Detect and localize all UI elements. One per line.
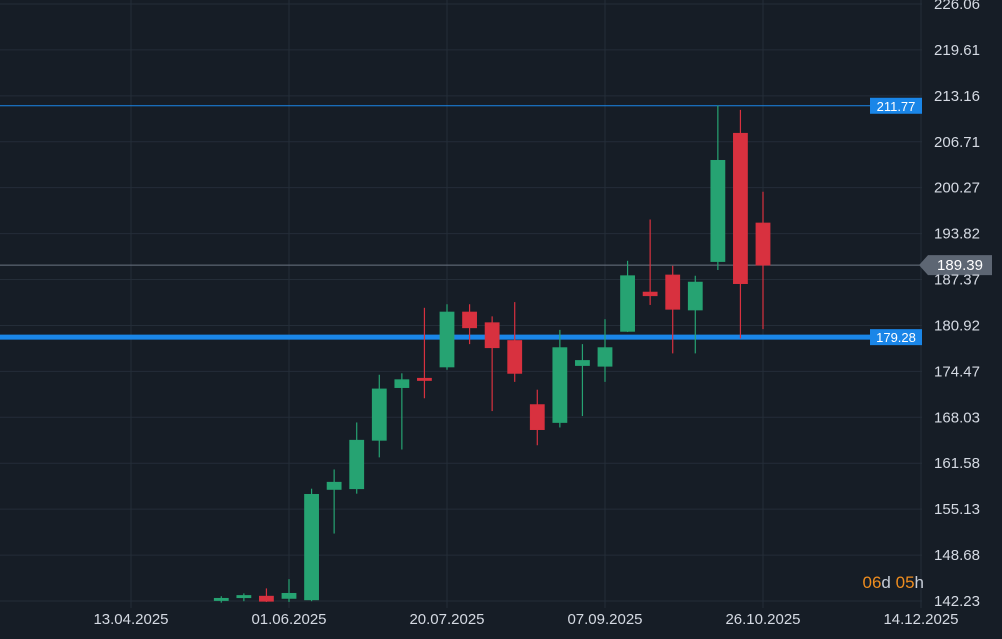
candle-body [755, 222, 771, 266]
y-tick-label: 161.58 [934, 455, 980, 472]
candle-body [507, 340, 523, 374]
current-price-tag-bg [919, 255, 992, 276]
candle-body [394, 379, 410, 388]
candle-body [462, 311, 477, 329]
y-tick-label: 193.82 [934, 226, 980, 243]
grid [0, 0, 922, 608]
countdown-hours-value: 05 [895, 573, 915, 592]
x-tick-label: 13.04.2025 [93, 611, 168, 628]
candles [213, 105, 771, 603]
candle-body [733, 132, 748, 284]
candle-body [349, 439, 365, 490]
y-tick-label: 200.27 [934, 180, 980, 197]
y-tick-label: 180.92 [934, 317, 980, 334]
high-price-tag-text: 211.77 [877, 99, 916, 114]
high-price-tag-bg [870, 97, 922, 114]
x-tick-label: 14.12.2025 [883, 611, 958, 628]
candle-body [281, 592, 297, 599]
candle-body [371, 388, 387, 441]
y-tick-label: 226.06 [934, 0, 980, 13]
support-price-tag-bg [870, 329, 922, 346]
x-tick-label: 07.09.2025 [567, 611, 642, 628]
candle-body [710, 159, 726, 262]
support-price-tag: 179.28 [870, 329, 922, 346]
candle-body [304, 493, 319, 601]
candle-body [259, 595, 274, 602]
countdown-hours-unit: h [914, 573, 924, 592]
y-tick-label: 187.37 [934, 272, 980, 289]
candle-body [236, 595, 252, 599]
countdown-days-value: 06 [862, 573, 882, 592]
candle-body [529, 404, 545, 430]
x-tick-label: 01.06.2025 [251, 611, 326, 628]
candle-body [642, 291, 658, 297]
high-price-tag: 211.77 [870, 97, 922, 114]
candle-body [484, 322, 500, 349]
candle-body [597, 347, 613, 367]
price-labels: 211.77 179.28 189.39 [870, 97, 992, 346]
y-tick-label: 213.16 [934, 88, 980, 105]
candle-body [687, 281, 703, 311]
candle-body [575, 360, 590, 366]
candle-body [213, 597, 229, 601]
current-price-tag-text: 189.39 [937, 257, 983, 274]
candle-body [326, 481, 342, 490]
x-axis[interactable]: 2513.04.202501.06.202520.07.202507.09.20… [0, 611, 959, 628]
y-tick-label: 174.47 [934, 363, 980, 380]
y-tick-label: 206.71 [934, 134, 980, 151]
current-price-tag: 189.39 [919, 255, 992, 276]
y-tick-label: 142.23 [934, 593, 980, 610]
x-tick-label: 26.10.2025 [725, 611, 800, 628]
x-tick-label: 20.07.2025 [409, 611, 484, 628]
y-tick-label: 155.13 [934, 501, 980, 518]
y-axis[interactable]: 226.06 219.61 213.16 206.71 200.27 193.82 187.… [934, 0, 980, 610]
bar-countdown: 06d 05h [862, 573, 924, 593]
price-lines [0, 105, 922, 340]
y-tick-label: 219.61 [934, 42, 980, 59]
candle-body [439, 311, 455, 368]
countdown-days-unit: d [881, 573, 891, 592]
support-price-tag-text: 179.28 [876, 330, 916, 345]
candle-body [552, 347, 568, 423]
y-tick-label: 148.68 [934, 547, 980, 564]
candle-body [417, 377, 432, 381]
y-tick-label: 168.03 [934, 409, 980, 426]
candle-body [665, 274, 681, 310]
candle-body [620, 275, 635, 332]
